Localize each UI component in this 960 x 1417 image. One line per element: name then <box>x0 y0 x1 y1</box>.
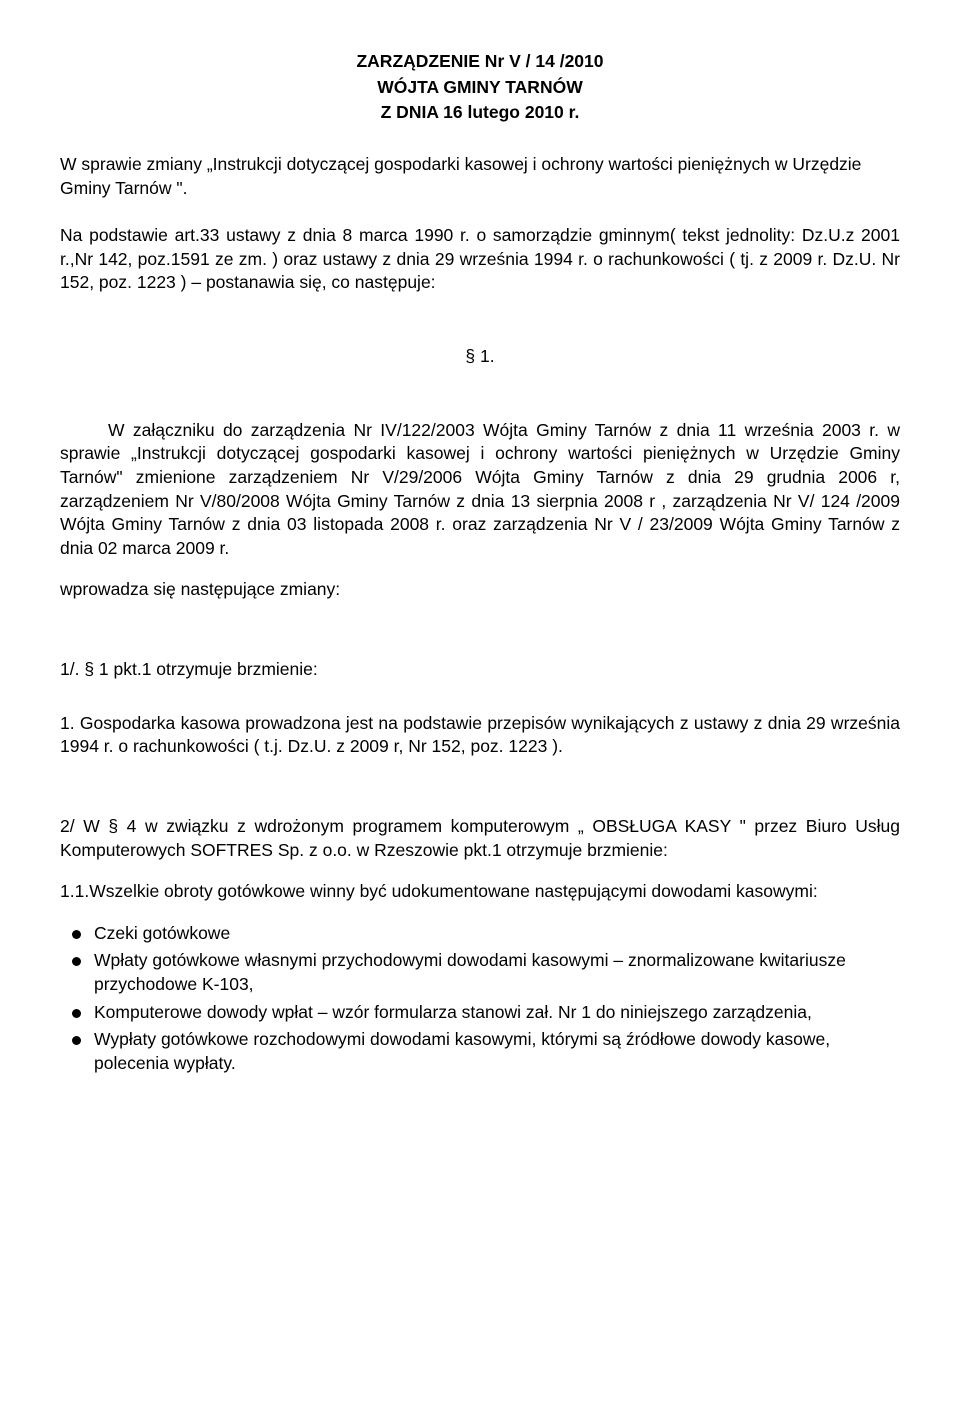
legal-basis-paragraph: Na podstawie art.33 ustawy z dnia 8 marc… <box>60 224 900 295</box>
subject-paragraph: W sprawie zmiany „Instrukcji dotyczącej … <box>60 153 900 200</box>
section-1-p2: wprowadza się następujące zmiany: <box>60 578 900 602</box>
section-1-body: W załączniku do zarządzenia Nr IV/122/20… <box>60 419 900 561</box>
section-1-symbol: § 1. <box>60 345 900 369</box>
change-2-lead: 1.1.Wszelkie obroty gotówkowe winny być … <box>60 880 900 904</box>
list-item: Wypłaty gotówkowe rozchodowymi dowodami … <box>60 1028 900 1075</box>
list-item: Czeki gotówkowe <box>60 922 900 946</box>
change-1-body: 1. Gospodarka kasowa prowadzona jest na … <box>60 712 900 759</box>
header-line-3: Z DNIA 16 lutego 2010 r. <box>60 101 900 125</box>
section-1-p1: W załączniku do zarządzenia Nr IV/122/20… <box>60 419 900 561</box>
change-2-bullet-list: Czeki gotówkowe Wpłaty gotówkowe własnym… <box>60 922 900 1076</box>
change-2-heading: 2/ W § 4 w związku z wdrożonym programem… <box>60 815 900 862</box>
header-line-2: WÓJTA GMINY TARNÓW <box>60 76 900 100</box>
header-line-1: ZARZĄDZENIE Nr V / 14 /2010 <box>60 50 900 74</box>
document-header: ZARZĄDZENIE Nr V / 14 /2010 WÓJTA GMINY … <box>60 50 900 125</box>
change-1-heading: 1/. § 1 pkt.1 otrzymuje brzmienie: <box>60 658 900 682</box>
list-item: Komputerowe dowody wpłat – wzór formular… <box>60 1001 900 1025</box>
list-item: Wpłaty gotówkowe własnymi przychodowymi … <box>60 949 900 996</box>
